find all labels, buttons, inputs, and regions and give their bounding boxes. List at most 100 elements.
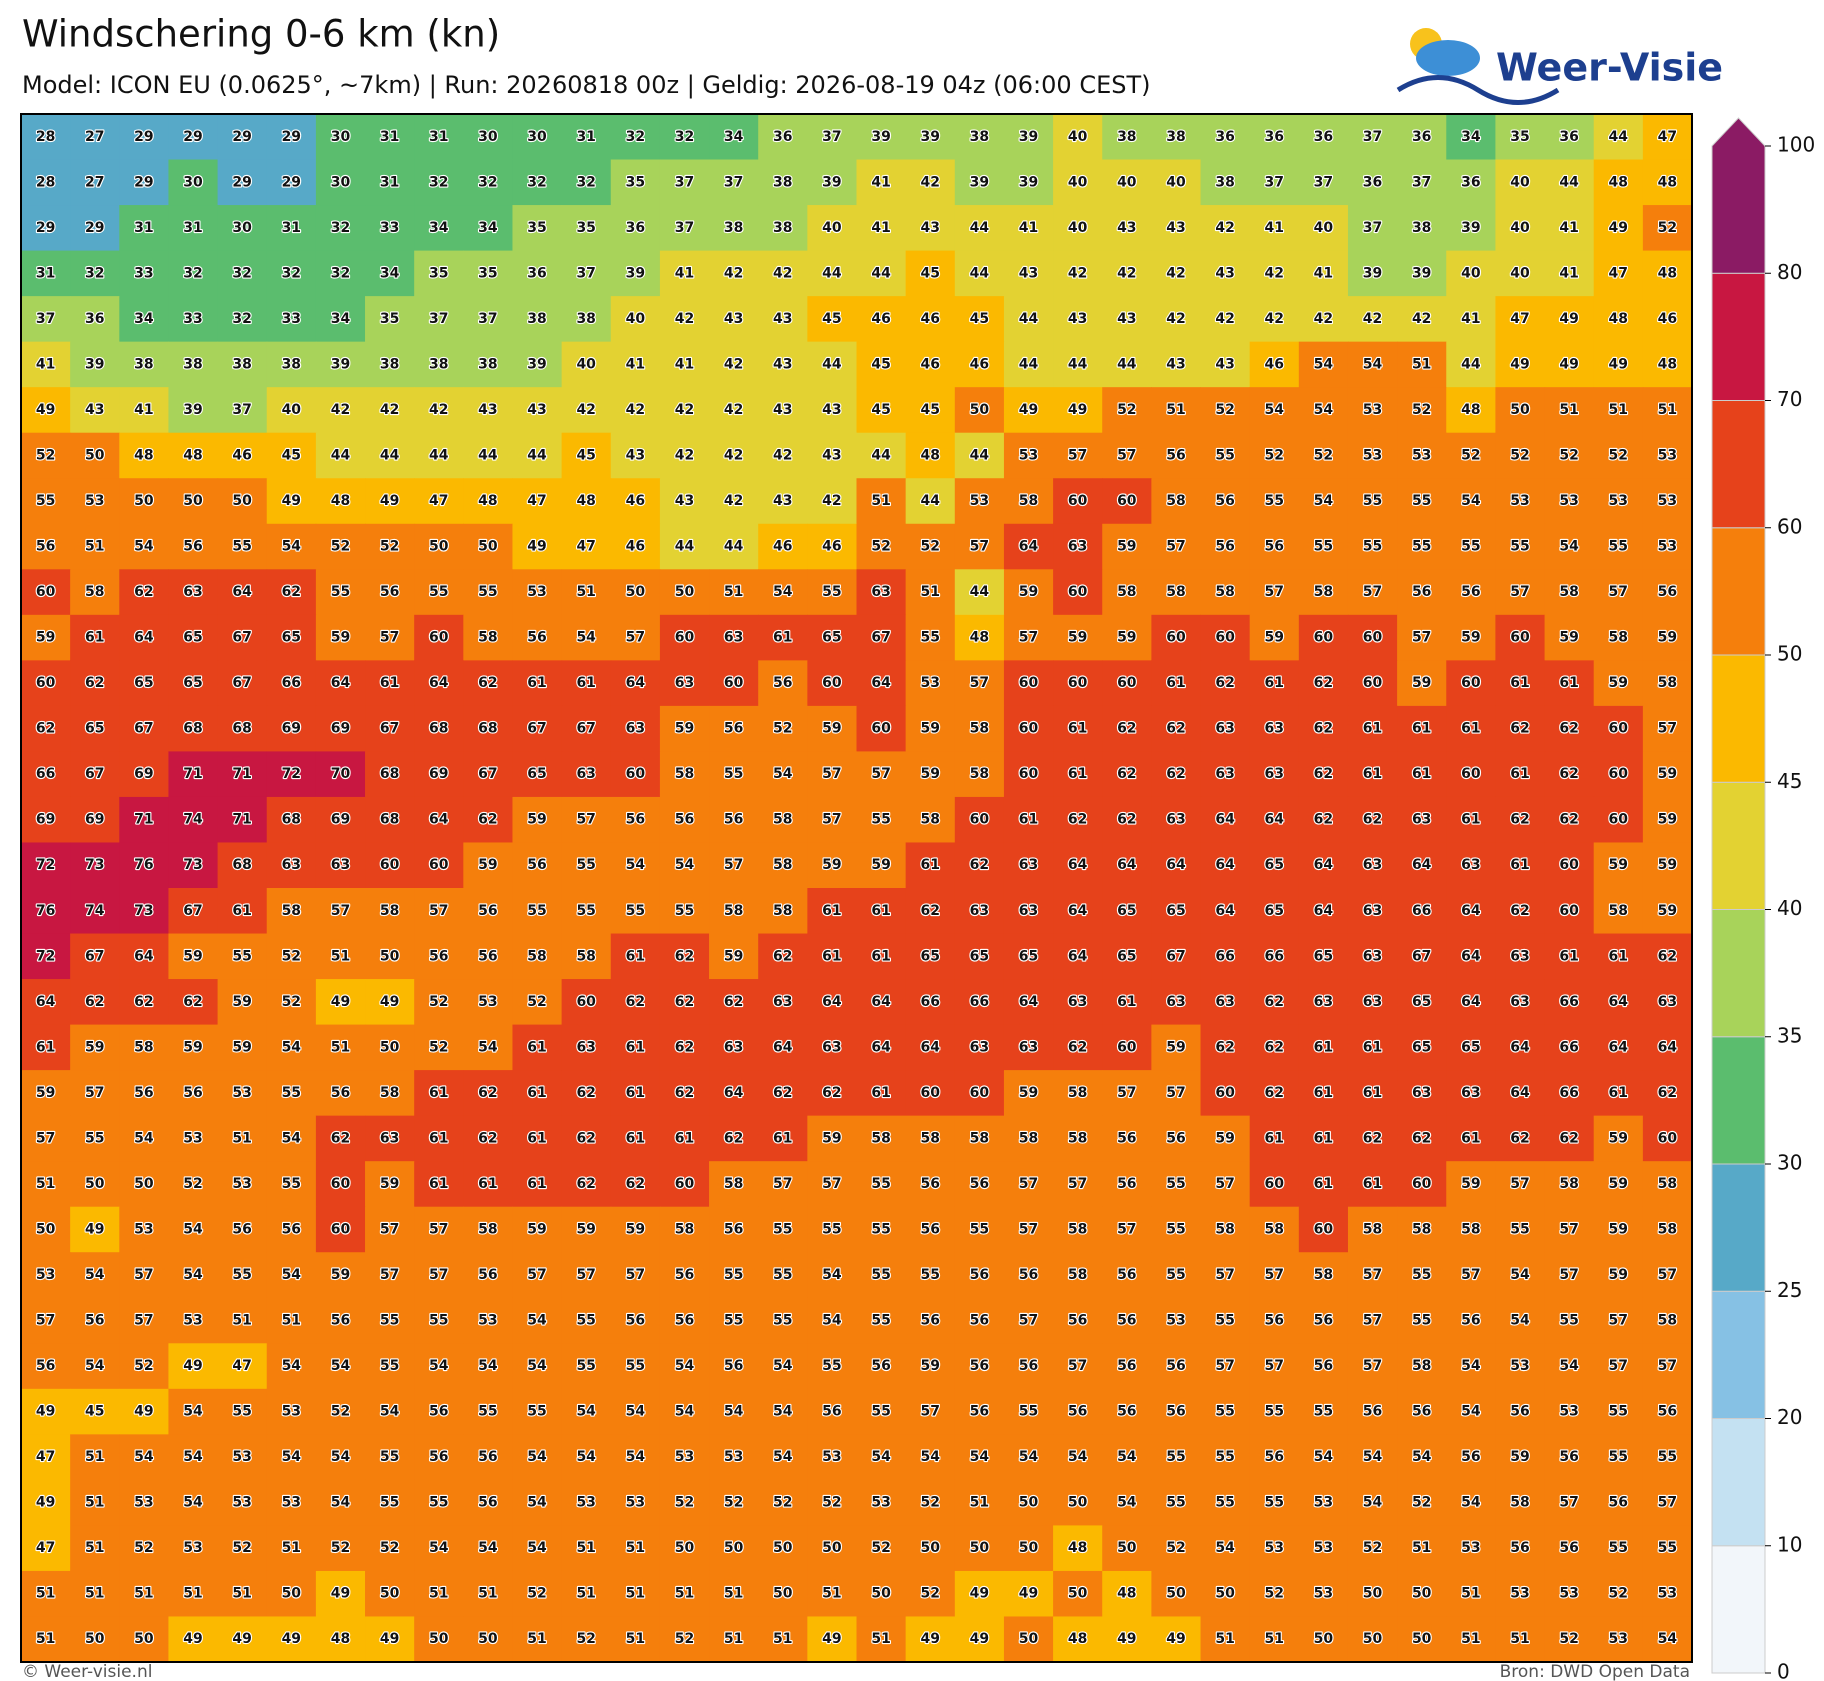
cell: [709, 1070, 759, 1117]
cell-value: 58: [920, 1130, 939, 1146]
cell-value: 47: [576, 539, 595, 555]
cell: [315, 614, 366, 661]
cell-value: 52: [1461, 447, 1480, 463]
cell: [1446, 933, 1496, 980]
cell-value: 57: [1363, 1267, 1382, 1283]
cell: [954, 250, 1005, 297]
cell: [315, 205, 366, 252]
cell: [414, 569, 464, 616]
cell-value: 44: [822, 356, 842, 372]
cell: [1249, 205, 1300, 252]
cell-value: 53: [1609, 1631, 1628, 1647]
cell-value: 62: [1363, 812, 1382, 828]
cell: [315, 842, 366, 889]
cell-value: 45: [85, 1404, 104, 1420]
cell: [1298, 1115, 1349, 1162]
cell-value: 67: [871, 630, 890, 646]
cell: [21, 842, 71, 889]
cell: [414, 751, 464, 798]
cell-value: 66: [1559, 994, 1578, 1010]
cell: [1102, 296, 1152, 343]
cell-value: 64: [232, 584, 252, 600]
cell-value: 55: [1215, 1449, 1234, 1465]
cell: [1347, 159, 1398, 206]
cell: [561, 159, 612, 206]
cell: [1298, 1525, 1349, 1572]
cell: [1544, 523, 1595, 570]
cell-value: 39: [1412, 265, 1431, 281]
cell-value: 49: [527, 539, 546, 555]
cell: [1446, 614, 1496, 661]
cell: [1495, 614, 1546, 661]
cell-value: 62: [282, 584, 301, 600]
cell-value: 56: [36, 1358, 55, 1374]
cell: [217, 1070, 268, 1117]
cell: [807, 796, 857, 843]
cell-value: 60: [1019, 766, 1039, 782]
cell-value: 44: [1461, 356, 1481, 372]
cell: [1347, 1115, 1398, 1162]
cell-value: 56: [1461, 1313, 1480, 1329]
cell-value: 64: [1658, 1039, 1678, 1055]
cell-value: 62: [1658, 948, 1677, 964]
cell-value: 54: [1510, 1313, 1530, 1329]
cell-value: 62: [1510, 721, 1529, 737]
cell: [856, 1024, 907, 1071]
cell-value: 63: [970, 1039, 989, 1055]
cell-value: 58: [871, 1130, 890, 1146]
cell-value: 49: [380, 1631, 399, 1647]
cell: [315, 1570, 366, 1617]
cell-value: 58: [1068, 1085, 1087, 1101]
cell: [905, 114, 956, 161]
cell: [758, 1434, 808, 1481]
cell-value: 39: [1019, 174, 1038, 190]
cell-value: 60: [1068, 584, 1088, 600]
cell-value: 53: [478, 994, 497, 1010]
cell: [512, 159, 563, 206]
cell: [1298, 705, 1349, 752]
cell: [1151, 1115, 1202, 1162]
cell: [168, 387, 219, 434]
cell-value: 54: [1314, 356, 1334, 372]
cell: [1003, 1525, 1054, 1572]
cell: [905, 1479, 956, 1526]
cell: [758, 933, 808, 980]
cell: [954, 387, 1005, 434]
cell: [168, 1525, 219, 1572]
cell-value: 43: [1215, 356, 1234, 372]
cell-value: 51: [36, 1176, 55, 1192]
cell-value: 61: [1510, 675, 1529, 691]
cell: [414, 250, 464, 297]
cell-value: 39: [1019, 129, 1038, 145]
cell: [414, 1570, 464, 1617]
cell-value: 59: [36, 630, 55, 646]
cell-value: 72: [36, 948, 55, 964]
cell: [1151, 1479, 1202, 1526]
cell-value: 58: [1068, 1130, 1087, 1146]
cell: [1397, 296, 1447, 343]
cell-value: 57: [1363, 584, 1382, 600]
cell: [1593, 569, 1644, 616]
cell-value: 58: [724, 903, 743, 919]
cell: [1200, 1206, 1251, 1253]
cell-value: 61: [1510, 766, 1529, 782]
cell-value: 39: [871, 129, 890, 145]
cell-value: 52: [1265, 1586, 1284, 1602]
cell: [512, 114, 563, 161]
cell: [463, 933, 513, 980]
cell: [1495, 1206, 1546, 1253]
cell: [512, 432, 563, 479]
cell: [119, 1525, 169, 1572]
cell-value: 55: [1215, 1404, 1234, 1420]
cell-value: 58: [1265, 1221, 1284, 1237]
cell-value: 54: [724, 1404, 744, 1420]
colorbar-segment: [1711, 1163, 1766, 1292]
cell-value: 55: [1658, 1449, 1677, 1465]
cell-value: 58: [134, 1039, 153, 1055]
cell: [758, 114, 808, 161]
cell-value: 50: [675, 1540, 695, 1556]
cell: [758, 1388, 808, 1435]
cell-value: 51: [970, 1495, 989, 1511]
cell-value: 55: [282, 1176, 301, 1192]
cell: [659, 159, 710, 206]
